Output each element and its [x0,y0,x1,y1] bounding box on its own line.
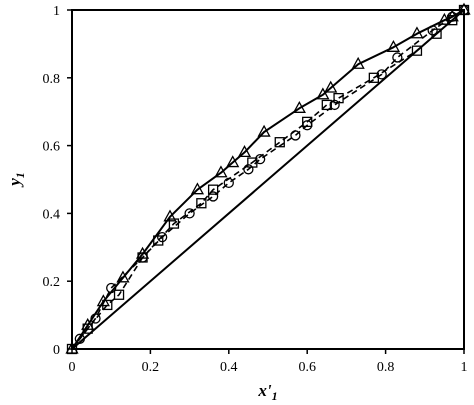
x-axis-title: x'1 [257,381,277,403]
series-2-point [153,235,164,246]
series-0-point [214,165,228,178]
series-2-point [137,252,148,263]
series-1-point [255,154,266,165]
series-2-point [368,72,379,83]
series-0-point [237,145,252,158]
series-2-point [333,92,344,104]
y-axis-title: y1 [5,172,27,188]
series-0-point [324,80,338,93]
series-1-point [207,191,219,202]
series-1-point [106,282,117,294]
y-tick-label: 0.4 [43,207,61,222]
series-0-point [316,87,330,100]
series-0-point [116,270,130,283]
series-2-point [247,157,258,168]
y-tick-label: 0.6 [43,140,61,155]
series-1-point [290,130,301,141]
series-2-point [302,116,313,128]
y-tick-label: 0.2 [43,275,61,290]
series-0-point [257,124,271,137]
x-tick-label: 0 [69,360,76,375]
series-2-point [196,198,207,209]
x-tick-label: 0.6 [298,360,316,375]
y-tick-label: 0 [53,343,60,358]
series-1-point [223,177,234,189]
x-tick-label: 0.8 [377,360,395,375]
series-1-point [90,313,101,324]
y-tick-label: 0.8 [43,72,61,87]
series-1-point [184,208,195,219]
series-0-point [351,56,365,69]
series-2-point [113,289,125,300]
series-2-point [168,218,180,229]
series-2-point [207,184,219,195]
series-2-point [431,28,442,39]
series-1-point [376,69,387,80]
series-2-point [82,323,93,334]
x-axis-title-subscript: 1 [272,389,278,403]
series-0-point [410,26,424,39]
series-2-point [102,299,113,311]
series-0-point [226,155,240,168]
series-0-point [292,100,306,113]
series-3-line [71,9,465,350]
series-0-point [386,39,401,52]
series-2-point [447,15,458,26]
x-tick-label: 0.2 [142,360,160,375]
series-2-point [411,45,423,56]
series-0-point [190,182,205,195]
plot-frame [71,9,465,350]
series-1-point [74,333,85,344]
y-axis-title-subscript: 1 [13,172,27,178]
series-1-point [392,52,403,63]
series-2-point [321,99,332,111]
series-2-point [458,4,470,16]
series-2-point [274,137,285,148]
x-tick-label: 1 [461,360,468,375]
y-tick-label: 1 [53,4,60,19]
x-tick-label: 0.4 [220,360,238,375]
